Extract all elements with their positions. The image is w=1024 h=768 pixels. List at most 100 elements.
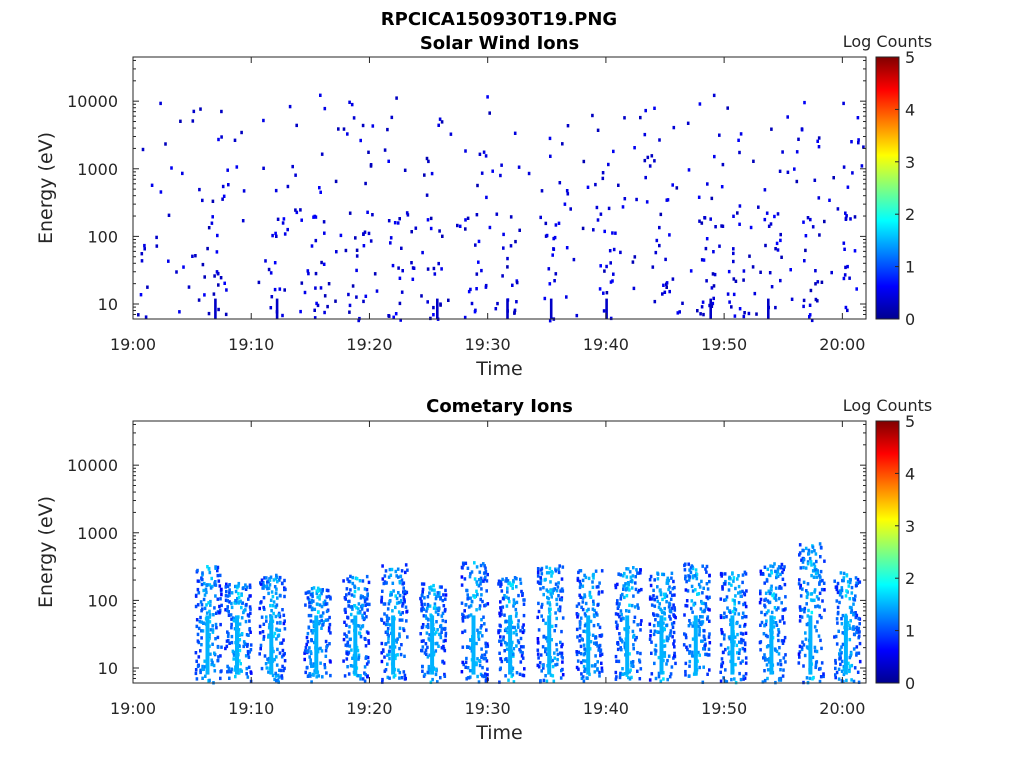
data-cell (242, 644, 245, 649)
data-cell (320, 626, 323, 630)
data-cell (734, 279, 738, 283)
x-tick-label: 20:00 (819, 699, 865, 718)
data-cell (400, 618, 404, 622)
data-cell (822, 672, 825, 676)
data-cell (347, 604, 350, 608)
data-cell (306, 640, 310, 644)
data-cell (836, 590, 840, 595)
data-cell (559, 676, 563, 680)
x-tick-label: 19:50 (701, 699, 747, 718)
data-cell (544, 621, 547, 626)
data-cell (767, 589, 771, 593)
data-cell (401, 602, 405, 606)
data-cell (779, 676, 783, 681)
data-cell (628, 603, 631, 607)
data-cell (364, 181, 367, 186)
data-cell (602, 309, 606, 313)
data-cell (286, 227, 289, 232)
data-cell (200, 643, 203, 647)
data-cell (561, 616, 565, 620)
data-cell (215, 611, 218, 615)
data-cell (593, 608, 596, 613)
data-cell (386, 607, 390, 611)
data-cell (545, 588, 549, 592)
data-cell (426, 655, 430, 659)
data-cell (196, 568, 199, 573)
data-cell (807, 548, 811, 553)
data-cell (280, 655, 284, 659)
data-cell (276, 580, 279, 584)
data-cell (774, 247, 777, 251)
data-cell (646, 155, 650, 160)
data-cell (517, 593, 520, 598)
data-cell (343, 674, 347, 678)
data-cell (801, 560, 805, 564)
data-cell (365, 615, 368, 619)
colorbar-tick-label: 4 (905, 464, 915, 483)
data-cell (578, 634, 582, 638)
data-cell (498, 680, 501, 684)
data-cell (799, 586, 802, 590)
data-cell (738, 222, 741, 226)
data-cell (563, 202, 567, 206)
data-cell (323, 663, 326, 667)
data-cell (705, 652, 708, 657)
data-cell (766, 634, 769, 639)
data-cell (419, 596, 422, 601)
data-cell (575, 313, 579, 318)
data-cell (536, 615, 539, 620)
data-cell (511, 582, 514, 587)
data-cell (466, 597, 469, 601)
data-cell (743, 642, 747, 647)
data-cell (672, 630, 676, 635)
data-cell (582, 664, 586, 669)
data-cell (781, 570, 784, 575)
data-cell (663, 651, 667, 655)
data-cell (486, 644, 490, 648)
data-cell (665, 285, 668, 289)
data-cell (565, 189, 569, 193)
data-cell (835, 642, 839, 646)
data-cell (799, 594, 803, 598)
data-cell (698, 633, 701, 637)
data-cell (207, 311, 211, 316)
data-cell (402, 581, 406, 585)
data-cell (315, 602, 319, 606)
data-cell (198, 619, 202, 624)
data-cell (661, 597, 664, 602)
data-cell (402, 628, 406, 633)
data-cell (853, 598, 857, 602)
data-cell (650, 154, 654, 158)
data-cell (391, 263, 395, 268)
data-cell (463, 315, 467, 320)
data-cell (810, 550, 814, 554)
data-cell (517, 619, 520, 623)
data-cell (846, 580, 850, 584)
data-cell (621, 574, 625, 578)
data-cell (279, 668, 283, 673)
data-cell (366, 675, 369, 679)
data-cell (633, 255, 637, 259)
data-cell (211, 660, 214, 665)
data-cell (444, 588, 447, 593)
data-cell (362, 232, 365, 236)
data-cell (561, 642, 564, 647)
data-cell (219, 597, 222, 601)
data-cell (625, 594, 629, 598)
data-cell (732, 247, 735, 251)
data-cell (544, 221, 548, 226)
data-cell (857, 138, 860, 142)
data-cell (373, 272, 377, 276)
data-cell (605, 264, 608, 269)
data-cell (819, 569, 823, 574)
data-cell (729, 610, 732, 615)
data-cell (616, 623, 619, 627)
data-cell (238, 659, 241, 663)
data-cell (702, 601, 705, 606)
data-cell (854, 594, 857, 598)
data-cell (355, 606, 358, 610)
data-cell (467, 645, 471, 649)
data-cell (461, 630, 464, 635)
data-cell (765, 211, 769, 215)
data-cell (347, 292, 350, 297)
